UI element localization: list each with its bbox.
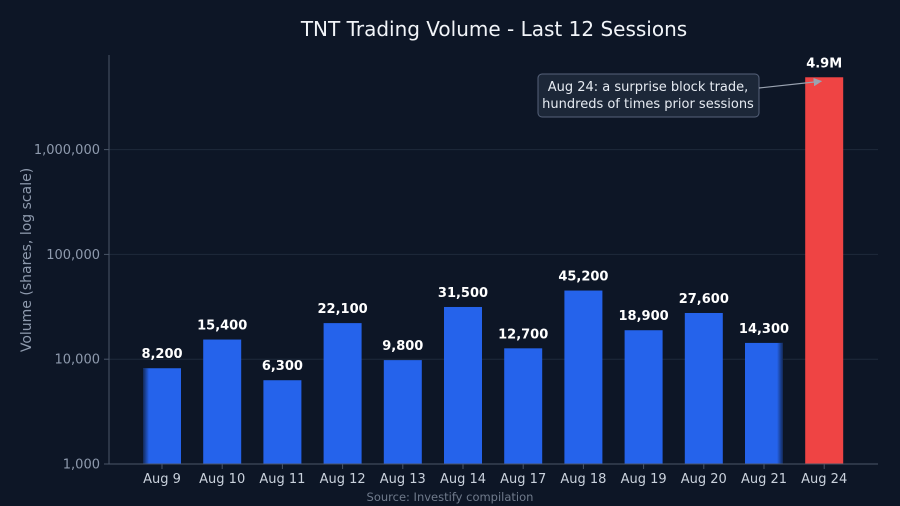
bar-aug-21 (745, 342, 783, 464)
y-tick-label: 100,000 (46, 248, 100, 263)
x-tick-label: Aug 19 (621, 472, 667, 487)
y-axis-label: Volume (shares, log scale) (19, 168, 35, 352)
bar-aug-13 (383, 360, 422, 464)
bar-edge-fade (777, 342, 783, 464)
x-tick-label: Aug 13 (380, 472, 426, 487)
data-label: 31,500 (438, 286, 488, 301)
x-tick-label: Aug 18 (560, 472, 606, 487)
bar-aug-12 (323, 323, 362, 464)
x-axis-ticks: Aug 9 Aug 10 Aug 11 Aug 12 Aug 13 Aug 14 Aug 1… (143, 464, 847, 487)
x-tick-label: Aug 20 (681, 472, 727, 487)
bar-aug-9 (143, 368, 181, 464)
data-label: 12,700 (498, 327, 548, 342)
x-tick-label: Aug 10 (199, 472, 245, 487)
x-tick-label: Aug 17 (500, 472, 546, 487)
x-tick-label: Aug 11 (259, 472, 305, 487)
y-axis-ticks: 1,000 10,000 100,000 1,000,000 (34, 143, 109, 473)
annotation: Aug 24: a surprise block trade, hundreds… (537, 73, 823, 118)
data-label: 27,600 (679, 292, 729, 307)
chart-title: TNT Trading Volume - Last 12 Sessions (300, 17, 687, 41)
annotation-line-2: hundreds of times prior sessions (542, 97, 754, 112)
bar-aug-14 (444, 306, 482, 464)
annotation-box (537, 73, 760, 118)
x-tick-label: Aug 24 (801, 472, 847, 487)
data-label: 45,200 (558, 270, 608, 285)
bar-aug-24 (805, 77, 844, 464)
bar-aug-11 (263, 380, 302, 464)
data-label: 18,900 (619, 309, 669, 324)
annotation-arrow (758, 77, 823, 89)
data-label: 4.9M (806, 56, 842, 71)
bars (143, 77, 844, 464)
bar-aug-20 (684, 312, 723, 464)
x-tick-label: Aug 12 (320, 472, 366, 487)
data-label: 6,300 (262, 359, 303, 374)
bar-aug-18 (564, 290, 603, 464)
annotation-line-1: Aug 24: a surprise block trade, (548, 80, 749, 95)
x-tick-label: Aug 14 (440, 472, 486, 487)
y-tick-label: 10,000 (55, 353, 101, 368)
source-note: Source: Investify compilation (367, 490, 534, 504)
bar-aug-17 (504, 348, 543, 464)
bar-aug-10 (203, 339, 242, 464)
bar-edge-fade (143, 368, 149, 464)
data-label: 8,200 (141, 347, 182, 362)
data-labels: 8,200 15,400 6,300 22,100 9,800 31,500 12,700 4… (141, 56, 842, 374)
data-label: 14,300 (739, 322, 789, 337)
x-tick-label: Aug 9 (143, 472, 181, 487)
x-tick-label: Aug 21 (741, 472, 787, 487)
y-tick-label: 1,000 (63, 458, 100, 473)
data-label: 9,800 (382, 339, 423, 354)
y-tick-label: 1,000,000 (34, 143, 100, 158)
data-label: 15,400 (197, 319, 247, 334)
bar-aug-19 (624, 330, 663, 464)
data-label: 22,100 (318, 302, 368, 317)
